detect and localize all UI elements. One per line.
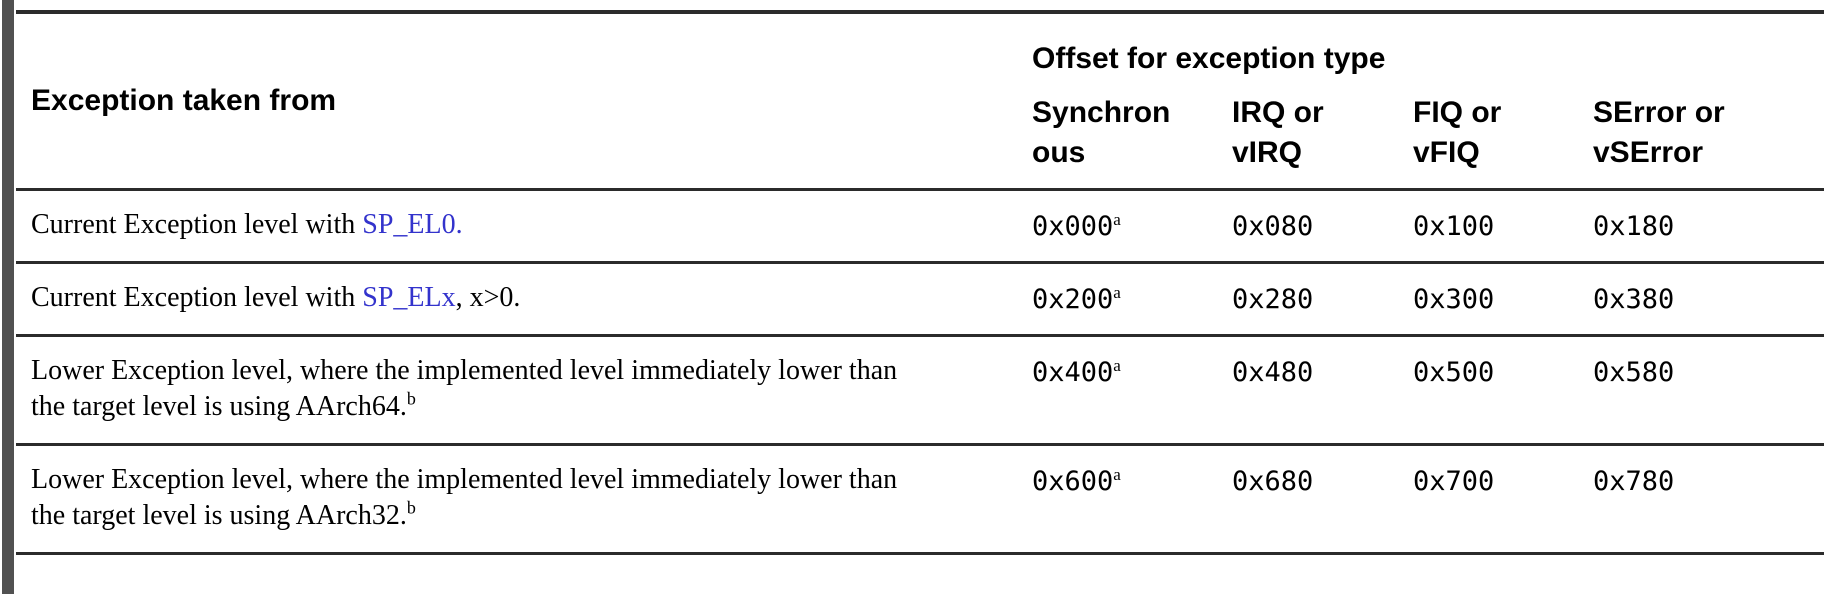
table-row-lower-aarch32: Lower Exception level, where the impleme…: [16, 444, 1825, 554]
offset-cell: 0x700: [1398, 445, 1578, 554]
header-col-line: IRQ or: [1232, 96, 1324, 129]
header-offset-group: Offset for exception type: [1032, 42, 1386, 75]
row-label-text: Lower Exception level, where the impleme…: [31, 464, 898, 531]
sp-elx-link[interactable]: SP_ELx: [362, 282, 456, 313]
row-label: Current Exception level with SP_ELx, x>0…: [16, 263, 1017, 336]
header-col-line: vIRQ: [1232, 136, 1303, 169]
offset-value: 0x100: [1413, 211, 1495, 242]
row-label-text: Lower Exception level, where the impleme…: [31, 355, 898, 422]
offset-cell: 0x680: [1217, 445, 1398, 554]
header-col-line: SError or: [1593, 96, 1725, 129]
table-header: Exception taken from Offset for exceptio…: [16, 12, 1824, 190]
offset-cell: 0x580: [1578, 336, 1824, 445]
offset-value: 0x400: [1032, 357, 1114, 388]
row-label: Current Exception level with SP_EL0.: [16, 190, 1017, 263]
header-col-line: vSError: [1593, 136, 1704, 169]
offset-cell: 0x780: [1578, 445, 1824, 554]
offset-cell: 0x480: [1217, 336, 1398, 445]
offset-cell: 0x100: [1398, 190, 1578, 263]
offset-cell: 0x400a: [1017, 336, 1217, 445]
footnote-ref-a: a: [1113, 283, 1121, 302]
table-row-lower-aarch64: Lower Exception level, where the impleme…: [16, 335, 1825, 445]
header-col-line: FIQ or: [1413, 96, 1502, 129]
offset-cell: 0x600a: [1017, 445, 1217, 554]
header-col-line: ous: [1032, 136, 1086, 169]
header-columns-row: Synchron ous IRQ or vIRQ FIQ or vFIQ SEr…: [16, 82, 1824, 190]
offset-value: 0x300: [1413, 284, 1495, 315]
footnote-ref-b: b: [406, 497, 416, 518]
offset-value: 0x180: [1593, 211, 1675, 242]
offset-value: 0x500: [1413, 357, 1495, 388]
offset-value: 0x080: [1232, 211, 1314, 242]
offset-value: 0x780: [1593, 466, 1675, 497]
header-col-fiq: FIQ or vFIQ: [1398, 82, 1578, 190]
table-row-sp-elx: Current Exception level with SP_ELx, x>0…: [16, 262, 1825, 336]
offset-cell: 0x500: [1398, 336, 1578, 445]
sp-el0-link[interactable]: SP_EL0.: [362, 209, 463, 240]
header-col-line: vFIQ: [1413, 136, 1480, 169]
row-label: Lower Exception level, where the impleme…: [16, 445, 1017, 554]
offset-cell: 0x280: [1217, 263, 1398, 336]
row-label-suffix: , x>0.: [455, 282, 521, 313]
header-exception-taken-from: Exception taken from: [31, 84, 337, 117]
header-col-synchronous: Synchron ous: [1017, 82, 1217, 190]
offset-value: 0x280: [1232, 284, 1314, 315]
header-col-line: Synchron: [1032, 96, 1171, 129]
header-group-row: Exception taken from Offset for exceptio…: [16, 12, 1824, 117]
offset-value: 0x380: [1593, 284, 1675, 315]
header-col-serror: SError or vSError: [1578, 82, 1824, 190]
footnote-ref-b: b: [406, 388, 416, 409]
footnote-ref-a: a: [1113, 465, 1121, 484]
offset-value: 0x580: [1593, 357, 1675, 388]
offset-cell: 0x300: [1398, 263, 1578, 336]
offset-value: 0x480: [1232, 357, 1314, 388]
offset-value: 0x200: [1032, 284, 1114, 315]
row-label: Lower Exception level, where the impleme…: [16, 336, 1017, 445]
offset-value: 0x700: [1413, 466, 1495, 497]
footnote-ref-a: a: [1113, 356, 1121, 375]
exception-vector-offsets-table: Exception taken from Offset for exceptio…: [16, 10, 1825, 555]
footnote-ref-a: a: [1113, 210, 1121, 229]
offset-value: 0x680: [1232, 466, 1314, 497]
row-label-text: Current Exception level with: [31, 209, 363, 240]
offset-cell: 0x000a: [1017, 190, 1217, 263]
offset-cell: 0x380: [1578, 263, 1824, 336]
offset-cell: 0x080: [1217, 190, 1398, 263]
offset-cell: 0x200a: [1017, 263, 1217, 336]
table-row-sp-el0: Current Exception level with SP_EL0. 0x0…: [16, 189, 1825, 263]
row-label-text: Current Exception level with: [31, 282, 363, 313]
offset-value: 0x000: [1032, 211, 1114, 242]
page-left-border: [2, 0, 14, 594]
table-body: Current Exception level with SP_EL0. 0x0…: [16, 189, 1825, 554]
offset-cell: 0x180: [1578, 190, 1824, 263]
header-col-irq: IRQ or vIRQ: [1217, 82, 1398, 190]
offset-value: 0x600: [1032, 466, 1114, 497]
